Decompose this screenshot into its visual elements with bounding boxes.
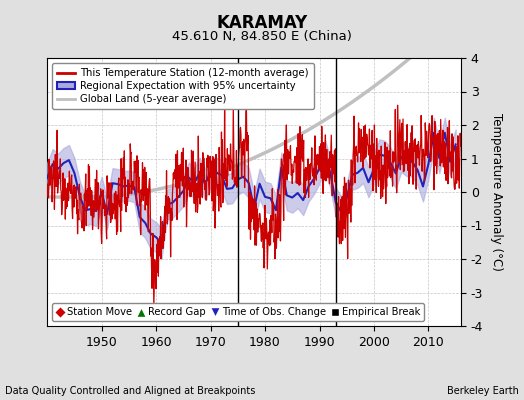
Text: KARAMAY: KARAMAY [216,14,308,32]
Text: 45.610 N, 84.850 E (China): 45.610 N, 84.850 E (China) [172,30,352,43]
Y-axis label: Temperature Anomaly (°C): Temperature Anomaly (°C) [489,113,503,271]
Text: Data Quality Controlled and Aligned at Breakpoints: Data Quality Controlled and Aligned at B… [5,386,256,396]
Text: Berkeley Earth: Berkeley Earth [447,386,519,396]
Legend: Station Move, Record Gap, Time of Obs. Change, Empirical Break: Station Move, Record Gap, Time of Obs. C… [52,303,424,321]
